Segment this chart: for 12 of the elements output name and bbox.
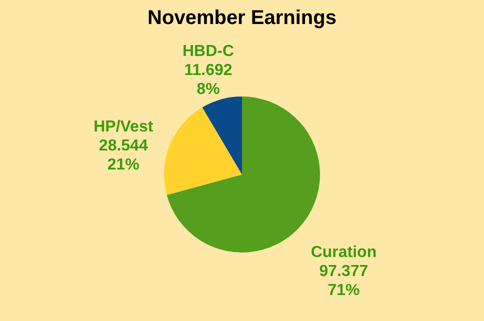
slice-label: HP/Vest [94,118,154,136]
pie-slice [164,107,242,196]
text: 8% [196,81,220,98]
data-label: 28.544 [98,137,148,154]
pie-slice [202,96,242,174]
text: 71% [328,282,360,300]
data-label: 11.692 [184,62,232,80]
chart-title: November Earnings [148,7,336,29]
slice-label: HBD-C [182,43,234,60]
text: 21% [107,156,140,174]
slice-label: Curation [310,244,377,262]
data-label: 97.377 [319,263,368,280]
